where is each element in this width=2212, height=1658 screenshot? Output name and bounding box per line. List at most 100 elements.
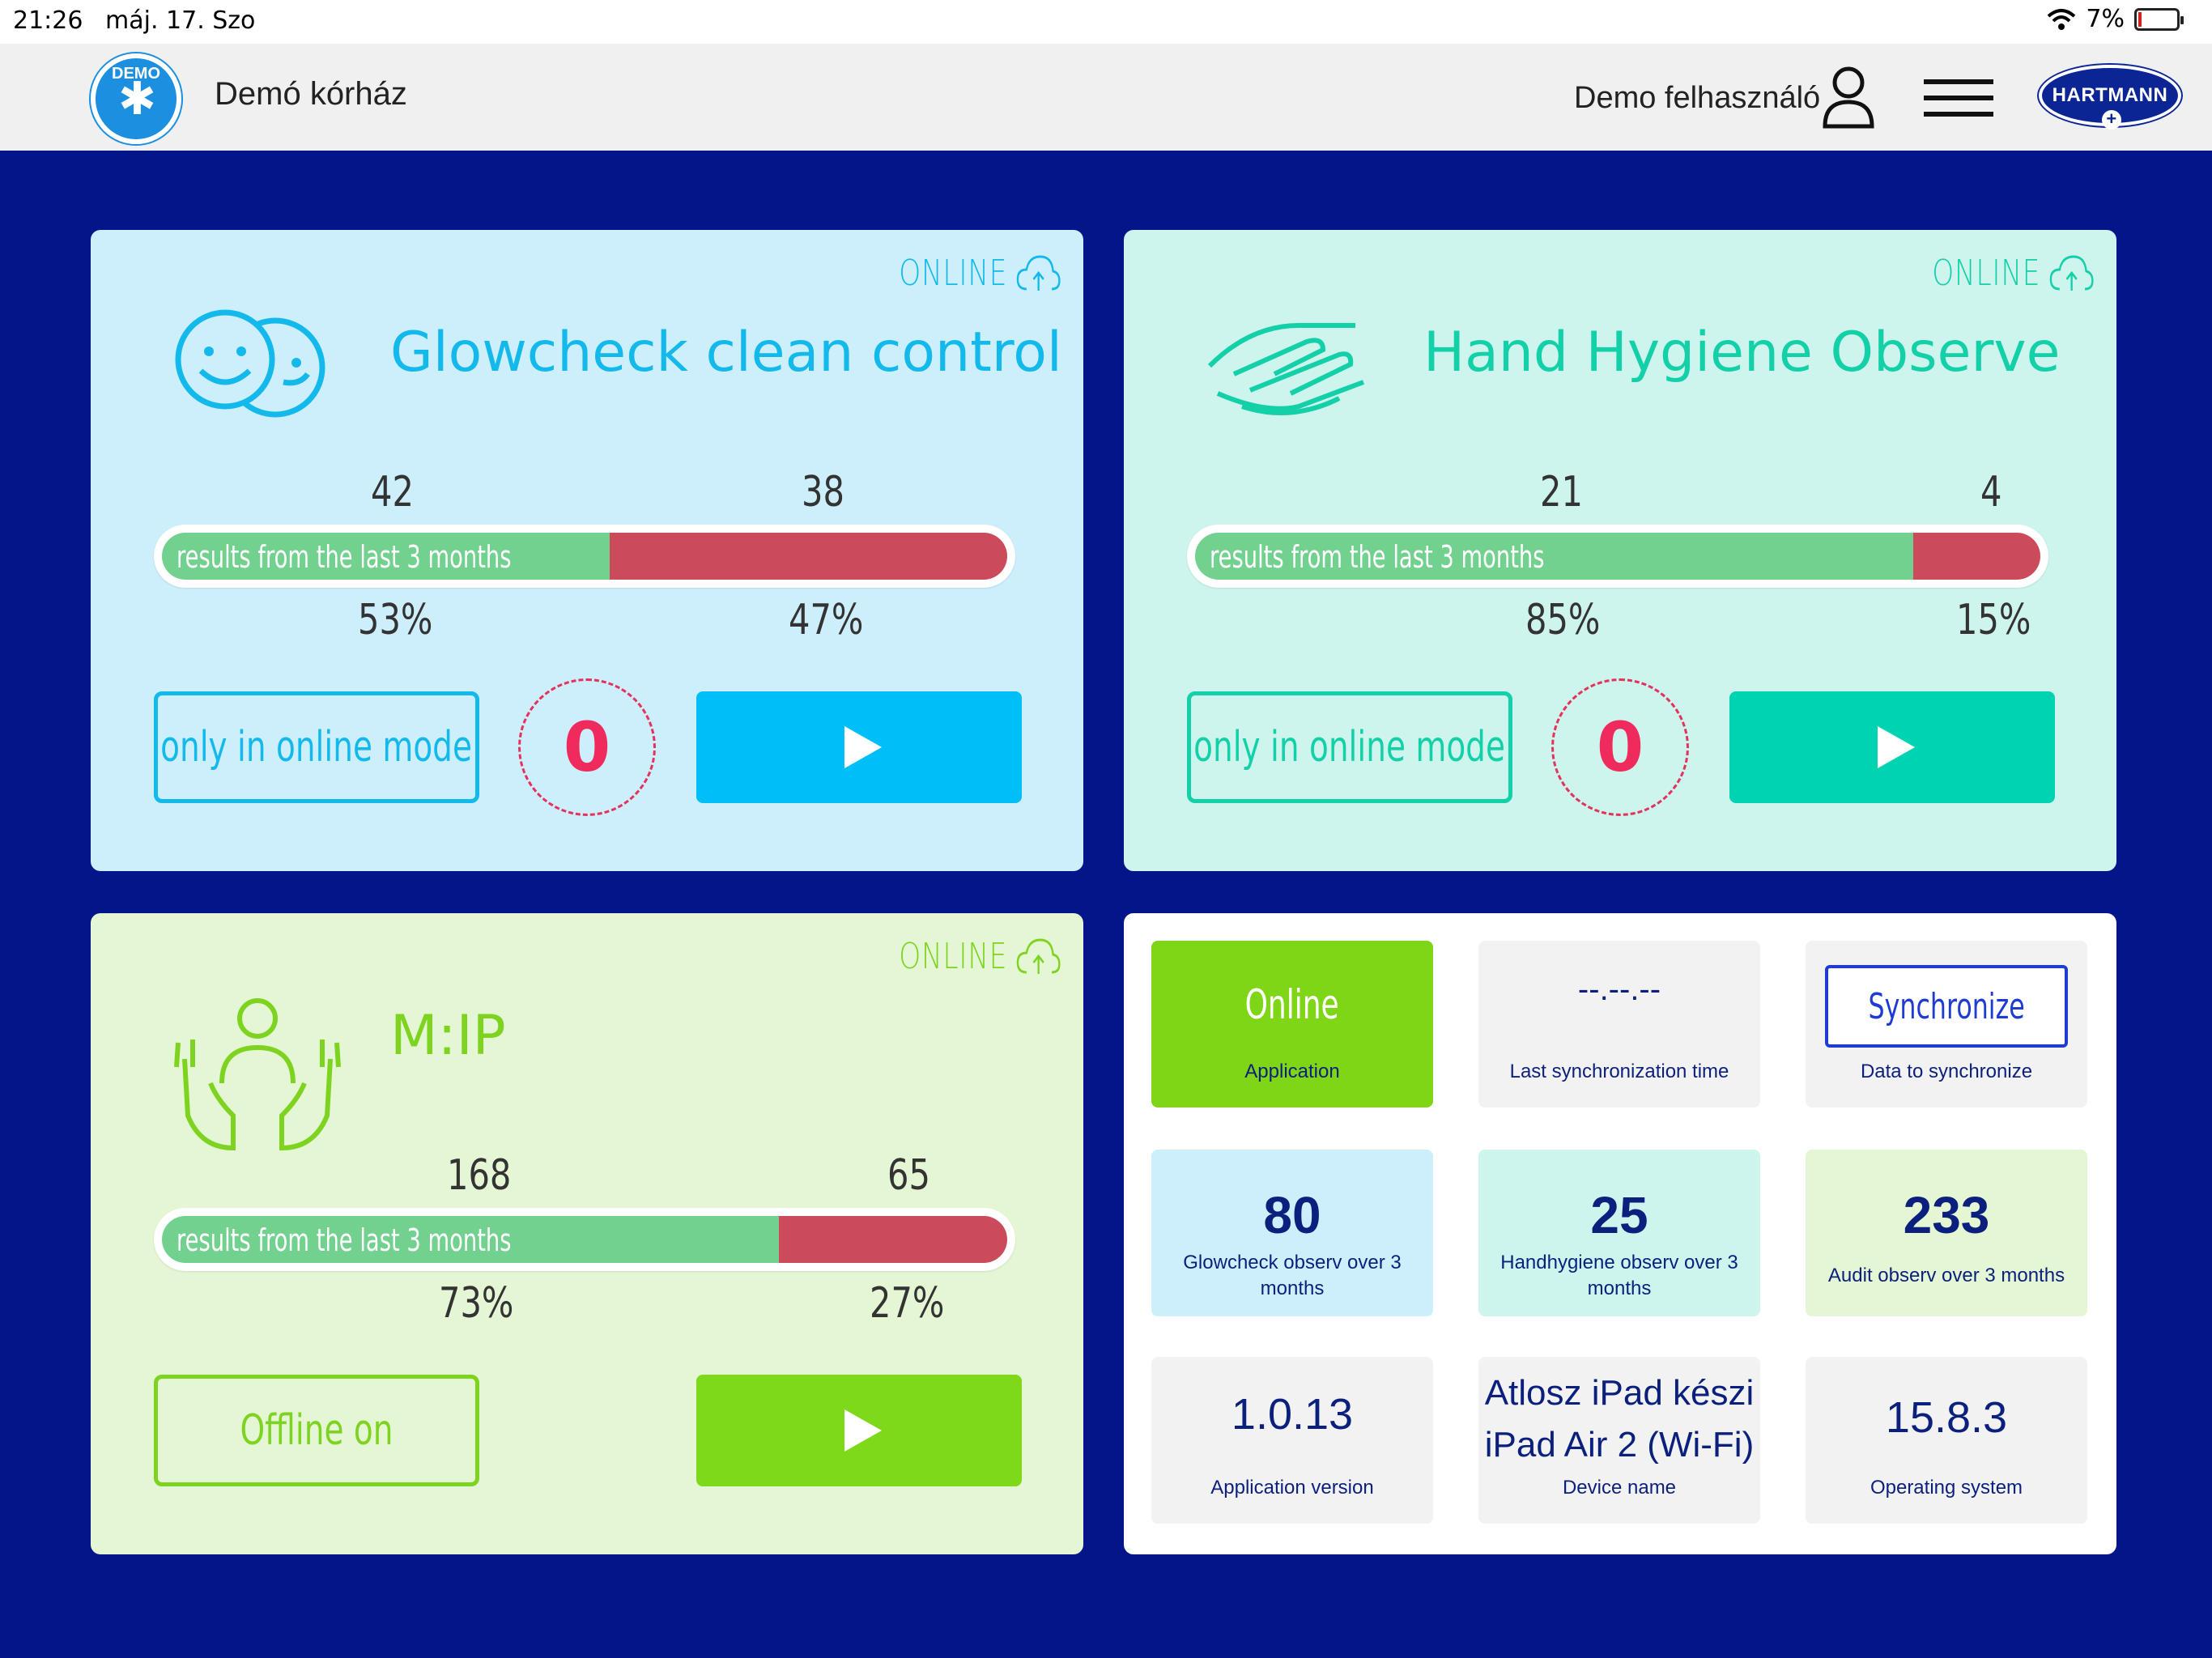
results-bar-bad: [779, 1216, 1007, 1263]
status-bar: 21:26 máj. 17. Szo 7%: [0, 0, 2212, 44]
bad-percent: 15%: [1956, 596, 2031, 644]
cloud-upload-icon: [1016, 937, 1061, 974]
device-name-label: Device name: [1562, 1477, 1677, 1499]
bad-count: 38: [802, 468, 844, 517]
app-version-value: 1.0.13: [1231, 1390, 1354, 1439]
audit-observations-label: Audit observ over 3 months: [1827, 1265, 2065, 1286]
plus-icon: +: [2102, 110, 2121, 130]
mode-label: Offline on: [240, 1406, 393, 1455]
good-percent: 85%: [1525, 596, 1601, 644]
audit-observations-value: 233: [1903, 1186, 1990, 1244]
app-version-tile: 1.0.13 Application version: [1151, 1357, 1433, 1524]
battery-percent: 7%: [2086, 5, 2125, 33]
audit-observations-tile: 233 Audit observ over 3 months: [1806, 1150, 2087, 1316]
results-bar: results from the last 3 months: [1187, 525, 2048, 588]
start-glowcheck-button[interactable]: [696, 691, 1022, 803]
last-sync-value: --.--.--: [1577, 971, 1661, 1007]
bad-count: 4: [1980, 468, 2002, 517]
mip-card: ONLINE M:IP 168 65 results from the last…: [91, 913, 1083, 1554]
os-value: 15.8.3: [1885, 1393, 2008, 1442]
good-count: 21: [1540, 468, 1583, 517]
pending-count: 0: [518, 678, 656, 816]
status-right: 7%: [2047, 5, 2184, 33]
app-header: DEMO ✱ Demó kórház Demo felhasználó HART…: [0, 44, 2212, 151]
online-mode-button[interactable]: only in online mode: [154, 691, 479, 803]
glowcheck-observations-tile: 80 Glowcheck observ over 3 months: [1151, 1150, 1433, 1316]
mode-label: only in online mode: [160, 723, 473, 772]
handshake-icon: [1207, 323, 1365, 415]
application-label: Application: [1244, 1061, 1340, 1082]
results-bar-bad: [1913, 533, 2040, 580]
offline-mode-button[interactable]: Offline on: [154, 1375, 479, 1486]
last-sync-label: Last synchronization time: [1509, 1061, 1729, 1082]
application-status: Online: [1244, 981, 1340, 1028]
battery-icon: [2134, 7, 2184, 31]
status-label: ONLINE: [1932, 253, 2041, 294]
device-name-tile: Atlosz iPad készi iPad Air 2 (Wi-Fi) Dev…: [1478, 1357, 1760, 1524]
application-status-tile: Online Application: [1151, 941, 1433, 1107]
play-icon: [844, 726, 882, 768]
start-hand-hygiene-button[interactable]: [1729, 691, 2055, 803]
glowcheck-observations-value: 80: [1263, 1186, 1321, 1244]
results-bar: results from the last 3 months: [154, 525, 1015, 588]
mode-label: only in online mode: [1193, 723, 1506, 772]
username: Demo felhasználó: [1574, 81, 1821, 115]
results-bar-bad: [610, 533, 1007, 580]
hand-hygiene-card: ONLINE Hand Hygiene Observe 21 4 results…: [1124, 230, 2116, 871]
bar-label: results from the last 3 months: [177, 539, 512, 575]
results-bar-good: [1195, 533, 1914, 580]
pending-count: 0: [1551, 678, 1689, 816]
status-label: ONLINE: [899, 253, 1008, 294]
bar-label: results from the last 3 months: [177, 1222, 512, 1258]
online-status: ONLINE: [900, 253, 1061, 294]
hartmann-logo: HARTMANN +: [2039, 65, 2181, 130]
info-panel: Online Application --.--.-- Last synchro…: [1124, 913, 2116, 1554]
star-of-life-icon: ✱: [118, 73, 156, 124]
cloud-upload-icon: [2049, 254, 2094, 291]
handhygiene-observations-label: Handhygiene observ over 3 months: [1500, 1252, 1738, 1299]
logo-text: DEMO: [112, 65, 160, 83]
brand-name: HARTMANN: [2052, 84, 2168, 106]
hospital-logo[interactable]: DEMO ✱: [91, 53, 181, 144]
app-version-label: Application version: [1210, 1477, 1374, 1499]
bad-count: 65: [887, 1151, 930, 1200]
good-count: 42: [371, 468, 414, 517]
menu-icon[interactable]: [1924, 78, 1993, 118]
handhygiene-observations-tile: 25 Handhygiene observ over 3 months: [1478, 1150, 1760, 1316]
bar-label: results from the last 3 months: [1210, 539, 1545, 575]
play-icon: [844, 1409, 882, 1452]
good-count: 168: [447, 1151, 512, 1200]
results-bar: results from the last 3 months: [154, 1208, 1015, 1271]
status-label: ONLINE: [899, 936, 1008, 977]
smiley-faces-icon: [175, 309, 325, 418]
start-mip-button[interactable]: [696, 1375, 1022, 1486]
person-in-hands-icon: [174, 998, 341, 1151]
cloud-upload-icon: [1016, 254, 1061, 291]
card-title: M:IP: [390, 1004, 506, 1068]
good-percent: 53%: [358, 596, 433, 644]
device-name-line2: iPad Air 2 (Wi-Fi): [1484, 1425, 1755, 1465]
bad-percent: 47%: [789, 596, 864, 644]
online-mode-button[interactable]: only in online mode: [1187, 691, 1512, 803]
sync-tile: Synchronize Data to synchronize: [1806, 941, 2087, 1107]
results-bar-good: [162, 1216, 780, 1263]
card-title: Hand Hygiene Observe: [1423, 321, 2061, 385]
good-percent: 73%: [439, 1279, 514, 1328]
hospital-name: Demó kórház: [215, 76, 407, 112]
status-date: máj. 17. Szo: [105, 6, 256, 35]
sync-label: Data to synchronize: [1860, 1061, 2033, 1082]
last-sync-tile: --.--.-- Last synchronization time: [1478, 941, 1760, 1107]
online-status: ONLINE: [1933, 253, 2094, 294]
wifi-icon: [2048, 8, 2076, 30]
user-icon[interactable]: [1822, 65, 1875, 130]
status-time: 21:26: [13, 6, 83, 35]
online-status: ONLINE: [900, 936, 1061, 977]
glowcheck-observations-label: Glowcheck observ over 3 months: [1183, 1252, 1402, 1299]
card-title: Glowcheck clean control: [390, 321, 1062, 385]
bad-percent: 27%: [870, 1279, 945, 1328]
handhygiene-observations-value: 25: [1590, 1186, 1648, 1244]
device-name-line1: Atlosz iPad készi: [1484, 1373, 1755, 1413]
synchronize-button[interactable]: Synchronize: [1825, 965, 2068, 1048]
play-icon: [1878, 726, 1915, 768]
results-bar-good: [162, 533, 610, 580]
